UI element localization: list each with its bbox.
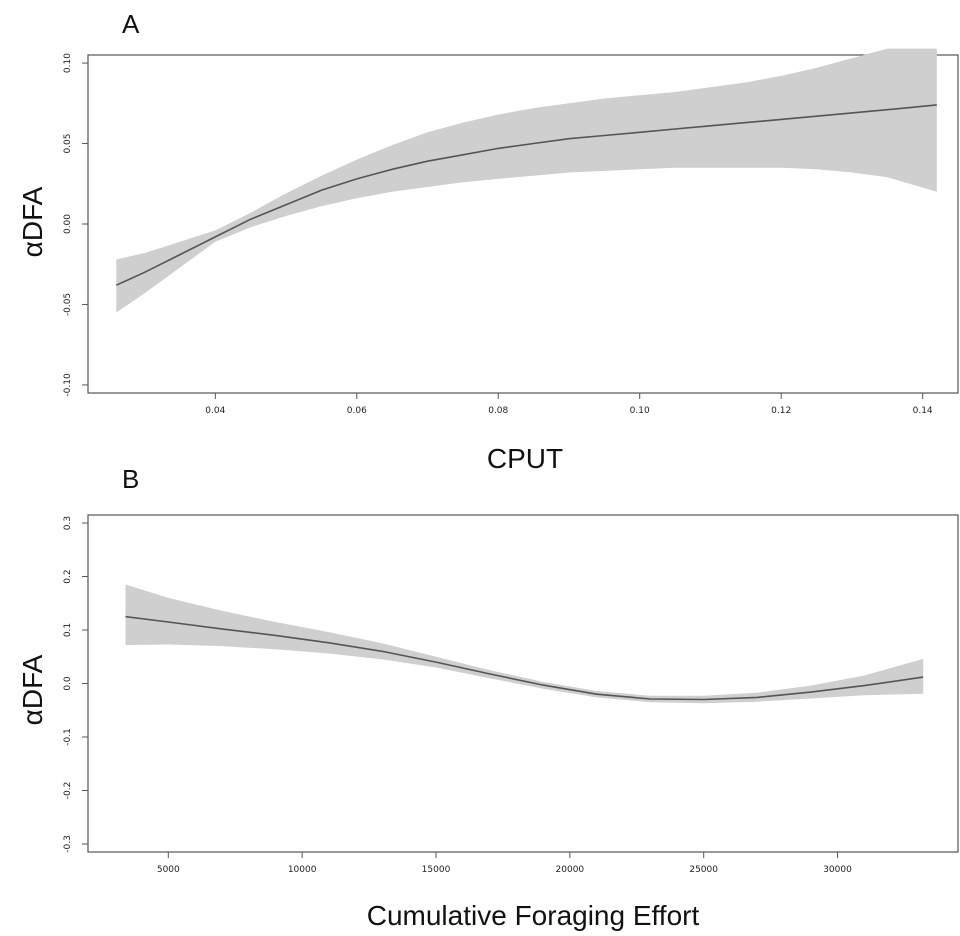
panel-a-x-tick-label: 0.08 bbox=[488, 406, 508, 416]
panel-a-x-tick-label: 0.12 bbox=[771, 406, 791, 416]
panel-b-x-tick-label: 25000 bbox=[689, 865, 718, 875]
panel-b-y-tick-label: 0.0 bbox=[63, 676, 73, 691]
panel-a: A αDFA 0.04 0.06 0.08 0.10 0.12 0.14 -0.10 -0.0… bbox=[17, 9, 959, 474]
panel-a-y-tick-label: 0.00 bbox=[63, 214, 73, 234]
panel-b-y-tick-label: 0.3 bbox=[63, 516, 73, 530]
panel-b-fitted-line-0 bbox=[125, 615, 924, 701]
panel-b-label: B bbox=[122, 464, 139, 494]
panel-a-y-tick-label: -0.05 bbox=[63, 293, 73, 316]
panel-a-label: A bbox=[122, 9, 140, 39]
panel-a-plot-area: 0.04 0.06 0.08 0.10 0.12 0.14 -0.10 -0.05 0.00 0.… bbox=[63, 48, 937, 416]
panel-b-x-tick-label: 5000 bbox=[157, 865, 180, 875]
panel-b: B αDFA 5000 10000 15000 20000 25000 30000 -0.3… bbox=[17, 464, 959, 931]
panel-b-plot-area: 5000 10000 15000 20000 25000 30000 -0.3 -0.2 -0.… bbox=[63, 516, 924, 875]
panel-a-y-tick-label: -0.10 bbox=[63, 373, 73, 397]
panel-b-y-tick-label: -0.3 bbox=[63, 835, 73, 853]
panel-a-x-axis-title: CPUT bbox=[487, 443, 563, 474]
panel-b-x-axis-title: Cumulative Foraging Effort bbox=[367, 900, 700, 931]
panel-b-x-tick-label: 20000 bbox=[556, 865, 585, 875]
panel-b-x-tick-label: 30000 bbox=[823, 865, 852, 875]
panel-a-y-axis-title: αDFA bbox=[17, 186, 48, 257]
panel-a-confidence-band-0 bbox=[116, 48, 937, 313]
panel-b-x-tick-label: 10000 bbox=[288, 865, 317, 875]
panel-a-x-tick-label: 0.14 bbox=[913, 406, 933, 416]
panel-b-y-tick-label: -0.2 bbox=[63, 782, 73, 800]
panel-a-y-tick-label: 0.10 bbox=[63, 53, 73, 73]
panel-a-x-tick-label: 0.04 bbox=[205, 406, 225, 416]
panel-b-y-tick-label: 0.1 bbox=[63, 623, 73, 637]
panel-b-x-tick-label: 15000 bbox=[422, 865, 451, 875]
panel-b-confidence-band-0 bbox=[125, 584, 924, 704]
panel-b-y-tick-label: -0.1 bbox=[63, 728, 73, 746]
panel-a-x-tick-label: 0.10 bbox=[630, 406, 650, 416]
panel-b-y-tick-label: 0.2 bbox=[63, 569, 73, 583]
panel-a-y-tick-label: 0.05 bbox=[63, 134, 73, 154]
panel-a-x-tick-label: 0.06 bbox=[347, 406, 367, 416]
panel-b-y-axis-title: αDFA bbox=[17, 654, 48, 725]
panel-a-fitted-line-0 bbox=[115, 104, 937, 286]
